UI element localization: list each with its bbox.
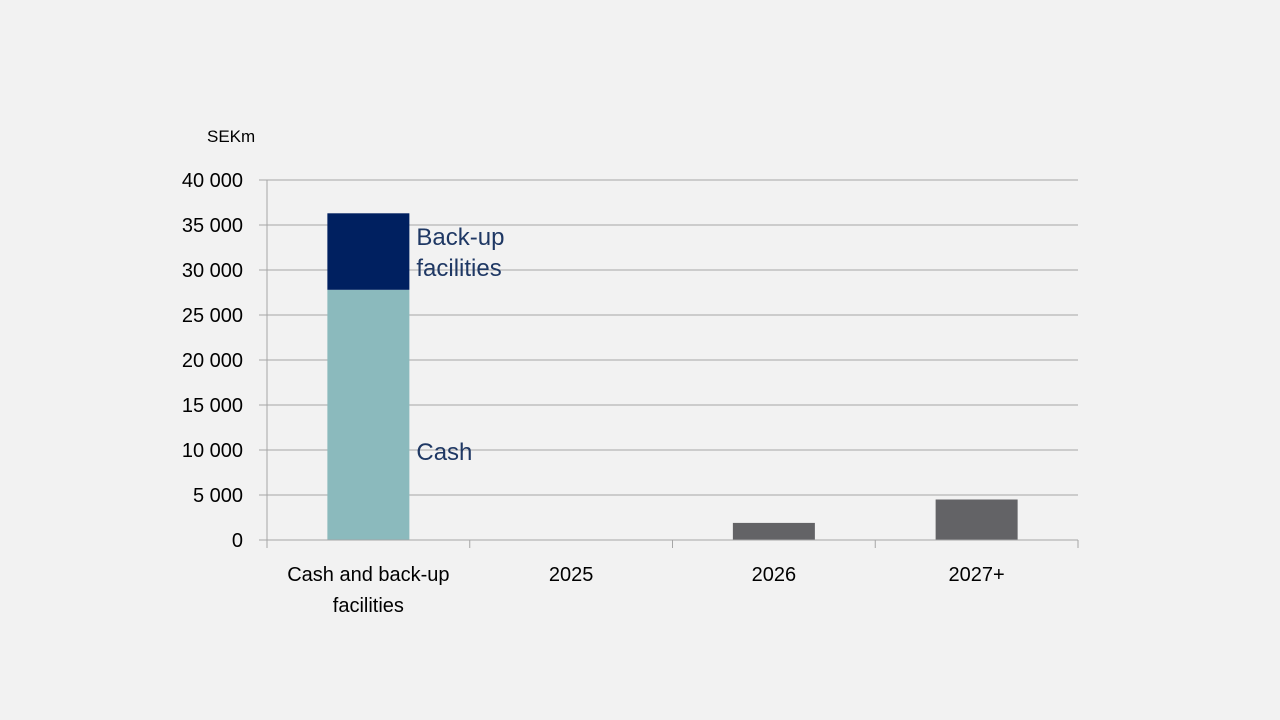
y-tick-label: 15 000: [182, 395, 243, 417]
y-tick-label: 10 000: [182, 440, 243, 462]
y-axis-tick-labels: 0 5 000 10 000 15 000 20 000 25 000 30 000 35 0…: [182, 170, 243, 552]
y-tick-label: 35 000: [182, 215, 243, 237]
bar-segment: [327, 289, 410, 540]
x-axis: [266, 180, 1079, 548]
bar-segment-label: Back-up: [416, 224, 504, 251]
x-tick-label: 2025: [549, 564, 594, 586]
y-tick-label: 0: [232, 530, 243, 552]
y-tick-label: 30 000: [182, 260, 243, 282]
bar-segment-label: facilities: [416, 255, 501, 282]
x-tick-label: 2026: [752, 564, 797, 586]
x-tick-label: 2027+: [949, 564, 1005, 586]
x-tick-label: Cash and back-up: [287, 564, 449, 586]
y-tick-label: 5 000: [193, 485, 243, 507]
bar-segment: [327, 213, 410, 290]
y-tick-label: 40 000: [182, 170, 243, 192]
bar-segment: [732, 522, 815, 540]
bar-segment: [935, 499, 1018, 540]
y-tick-label: 20 000: [182, 350, 243, 372]
bar-segment-label: Cash: [416, 439, 472, 466]
y-tick-label: 25 000: [182, 305, 243, 327]
y-axis-unit-label: SEKm: [207, 127, 256, 146]
x-tick-label: facilities: [333, 595, 404, 617]
bars: [327, 213, 1018, 540]
x-axis-tick-labels: Cash and back-up facilities 2025 2026 2027+: [287, 564, 1005, 617]
bar-segment-labels: Back-up facilities Cash: [416, 224, 504, 466]
